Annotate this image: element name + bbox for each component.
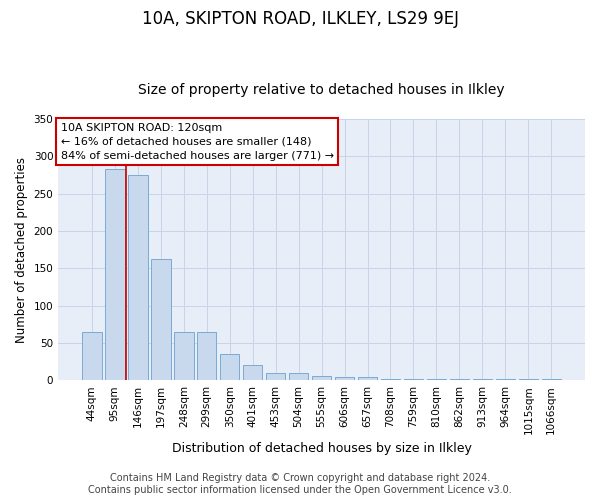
Bar (82, 332, 101, 380)
Bar (381, 378, 400, 380)
Bar (128, 175, 148, 380)
Title: Size of property relative to detached houses in Ilkley: Size of property relative to detached ho… (138, 83, 505, 97)
Bar (542, 378, 561, 380)
Bar (266, 372, 286, 380)
Bar (335, 377, 355, 380)
Text: 10A SKIPTON ROAD: 120sqm
← 16% of detached houses are smaller (148)
84% of semi-: 10A SKIPTON ROAD: 120sqm ← 16% of detach… (61, 123, 334, 161)
Text: Contains HM Land Registry data © Crown copyright and database right 2024.
Contai: Contains HM Land Registry data © Crown c… (88, 474, 512, 495)
Bar (174, 332, 194, 380)
Bar (105, 169, 125, 380)
Bar (151, 258, 170, 380)
Bar (289, 372, 308, 380)
Bar (358, 377, 377, 380)
Bar (449, 378, 469, 380)
X-axis label: Distribution of detached houses by size in Ilkley: Distribution of detached houses by size … (172, 442, 472, 455)
Bar (312, 376, 331, 380)
Bar (220, 354, 239, 380)
Text: 10A, SKIPTON ROAD, ILKLEY, LS29 9EJ: 10A, SKIPTON ROAD, ILKLEY, LS29 9EJ (142, 10, 458, 28)
Y-axis label: Number of detached properties: Number of detached properties (15, 156, 28, 342)
Bar (518, 378, 538, 380)
Bar (197, 332, 217, 380)
Bar (243, 366, 262, 380)
